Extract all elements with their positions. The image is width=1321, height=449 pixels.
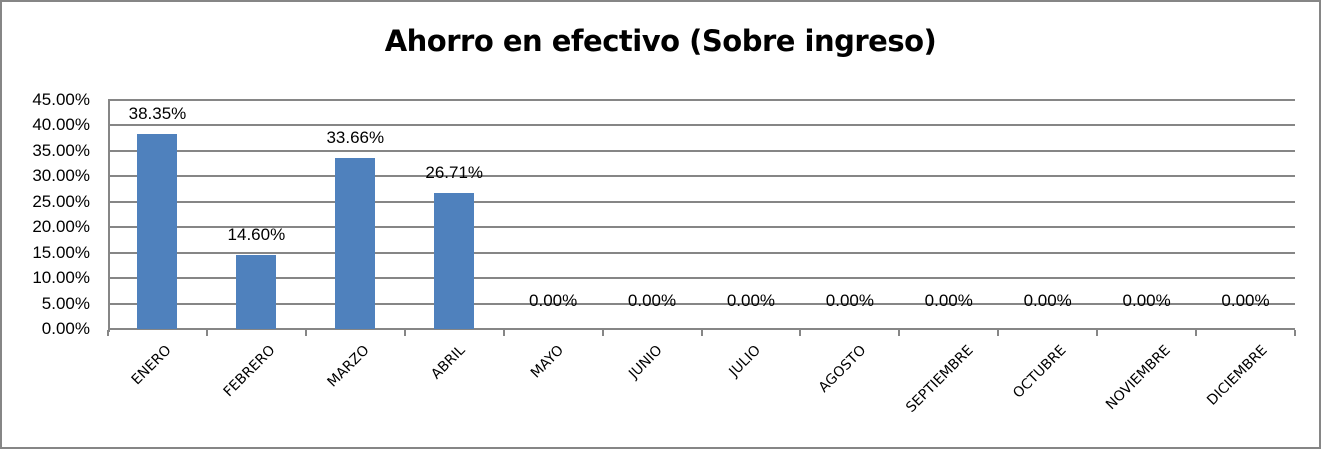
gridline [108,328,1295,330]
x-tick [1294,330,1296,336]
x-tick [799,330,801,336]
x-tick [206,330,208,336]
y-tick-label: 10.00% [32,268,90,287]
y-tick-label: 0.00% [41,319,90,338]
gridline [108,150,1295,152]
x-tick [404,330,406,336]
x-tick-label: JULIO [726,342,765,381]
x-tick [997,330,999,336]
gridline [108,277,1295,279]
gridline [108,124,1295,126]
y-axis-line [108,100,110,332]
x-tick-label: NOVIEMBRE [1102,342,1174,414]
x-tick [503,330,505,336]
x-tick-label: FEBRERO [220,342,278,401]
x-tick [602,330,604,336]
x-tick [898,330,900,336]
gridline [108,303,1295,305]
x-tick-label: SEPTIEMBRE [903,342,977,416]
x-tick-label: MARZO [324,342,373,391]
bar-enero [137,133,178,329]
data-label: 0.00% [924,291,973,310]
y-tick-label: 35.00% [32,141,90,160]
x-tick-label: ABRIL [428,342,469,383]
x-tick-label: ENERO [128,342,175,389]
gridline [108,252,1295,254]
data-label: 0.00% [726,291,776,310]
data-label: 0.00% [825,291,874,310]
data-label: 26.71% [425,163,484,183]
data-label: 0.00% [1122,291,1171,310]
bar-febrero [236,254,277,329]
data-label: 14.60% [227,224,286,244]
gridline [108,99,1295,101]
x-tick [1195,330,1197,336]
data-label: 0.00% [529,291,578,310]
bar-marzo [335,157,376,329]
x-tick [701,330,703,336]
x-tick-label: OCTUBRE [1010,342,1070,402]
y-tick-label: 20.00% [32,217,90,236]
x-tick-label: AGOSTO [816,342,870,396]
x-tick [1096,330,1098,336]
x-tick-label: DICIEMBRE [1204,342,1271,409]
y-tick-label: 30.00% [32,166,90,185]
x-tick [107,330,109,336]
gridline [108,201,1295,203]
y-tick-label: 15.00% [32,243,90,262]
data-label: 38.35% [128,103,187,123]
x-tick [305,330,307,336]
gridline [108,226,1295,228]
data-label: 0.00% [1023,291,1072,310]
x-tick-label: MAYO [527,342,568,382]
y-tick-label: 45.00% [32,90,90,109]
data-label: 33.66% [326,127,385,147]
bar-abril [434,193,475,329]
data-label: 0.00% [1221,291,1270,310]
gridline [108,175,1295,177]
y-tick-label: 5.00% [41,294,90,313]
y-tick-label: 25.00% [32,192,90,211]
x-tick-label: JUNIO [626,342,667,382]
data-label: 0.00% [627,291,677,310]
y-tick-label: 40.00% [32,115,90,134]
chart-title: Ahorro en efectivo (Sobre ingreso) [384,24,937,58]
